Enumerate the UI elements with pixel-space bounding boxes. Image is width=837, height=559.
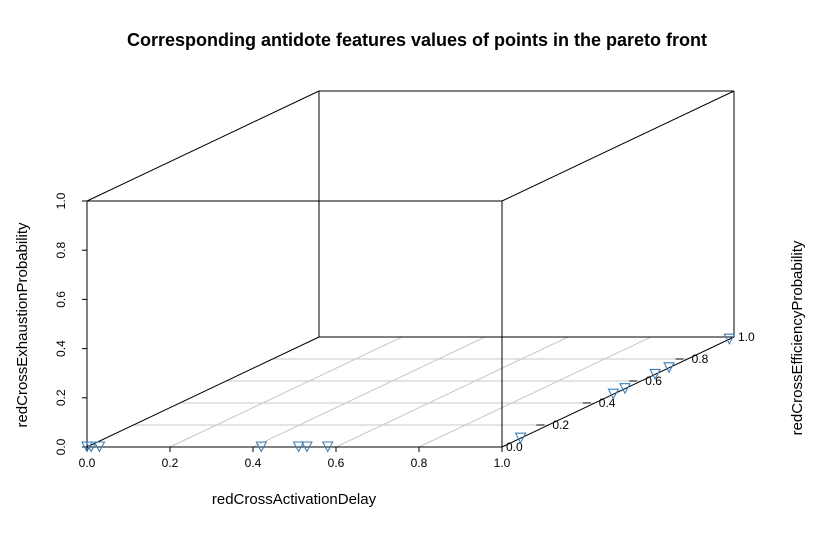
data-points: [81, 333, 736, 453]
grid-line-x: [169, 336, 403, 448]
floor-grid: [133, 336, 688, 448]
data-point: [292, 441, 305, 453]
box-edge: [501, 90, 735, 202]
y-axis-label: redCrossEfficiencyProbability: [789, 240, 806, 435]
y-tick-label: 0.4: [599, 396, 616, 410]
y-tick-label: 0.8: [692, 352, 709, 366]
z-tick-label: 0.8: [54, 242, 68, 259]
z-tick-label: 0.4: [54, 340, 68, 357]
grid-line-x: [252, 336, 486, 448]
data-point: [723, 333, 736, 345]
z-tick-label: 0.6: [54, 291, 68, 308]
data-point: [514, 432, 527, 444]
grid-line-x: [418, 336, 652, 448]
plot-box: [86, 90, 735, 448]
data-point: [607, 388, 620, 400]
x-tick-label: 1.0: [494, 456, 511, 470]
y-tick-label: 0.2: [552, 418, 569, 432]
box-edge: [86, 336, 320, 448]
z-tick-label: 0.0: [54, 438, 68, 455]
axis-ticks: 0.0 0.2 0.4 0.6 0.8 1.0 0.0 0.2 0.4 0.6 0.8 1.0 0.0 0…: [54, 192, 755, 470]
y-tick-label: 1.0: [738, 330, 755, 344]
chart-title: Corresponding antidote features values o…: [127, 30, 707, 50]
z-tick-label: 1.0: [54, 192, 68, 209]
x-tick-label: 0.4: [245, 456, 262, 470]
x-tick-label: 0.6: [328, 456, 345, 470]
data-point: [85, 441, 98, 453]
data-point: [619, 383, 631, 395]
x-tick-label: 0.0: [79, 456, 96, 470]
z-axis-label: redCrossExhaustionProbability: [14, 222, 31, 428]
x-tick-label: 0.2: [162, 456, 179, 470]
data-point: [321, 441, 334, 453]
data-point: [255, 441, 268, 453]
data-point: [93, 441, 106, 453]
x-axis-label: redCrossActivationDelay: [212, 491, 377, 508]
x-tick-label: 0.8: [411, 456, 428, 470]
grid-line-x: [335, 336, 569, 448]
data-point: [301, 441, 313, 453]
box-edge: [86, 90, 320, 202]
y-tick-label: 0.6: [645, 374, 662, 388]
z-tick-label: 0.2: [54, 389, 68, 406]
box-edge: [501, 336, 735, 448]
y-tick-label: 0.0: [506, 440, 523, 454]
data-point: [649, 368, 662, 381]
data-point: [663, 362, 675, 374]
